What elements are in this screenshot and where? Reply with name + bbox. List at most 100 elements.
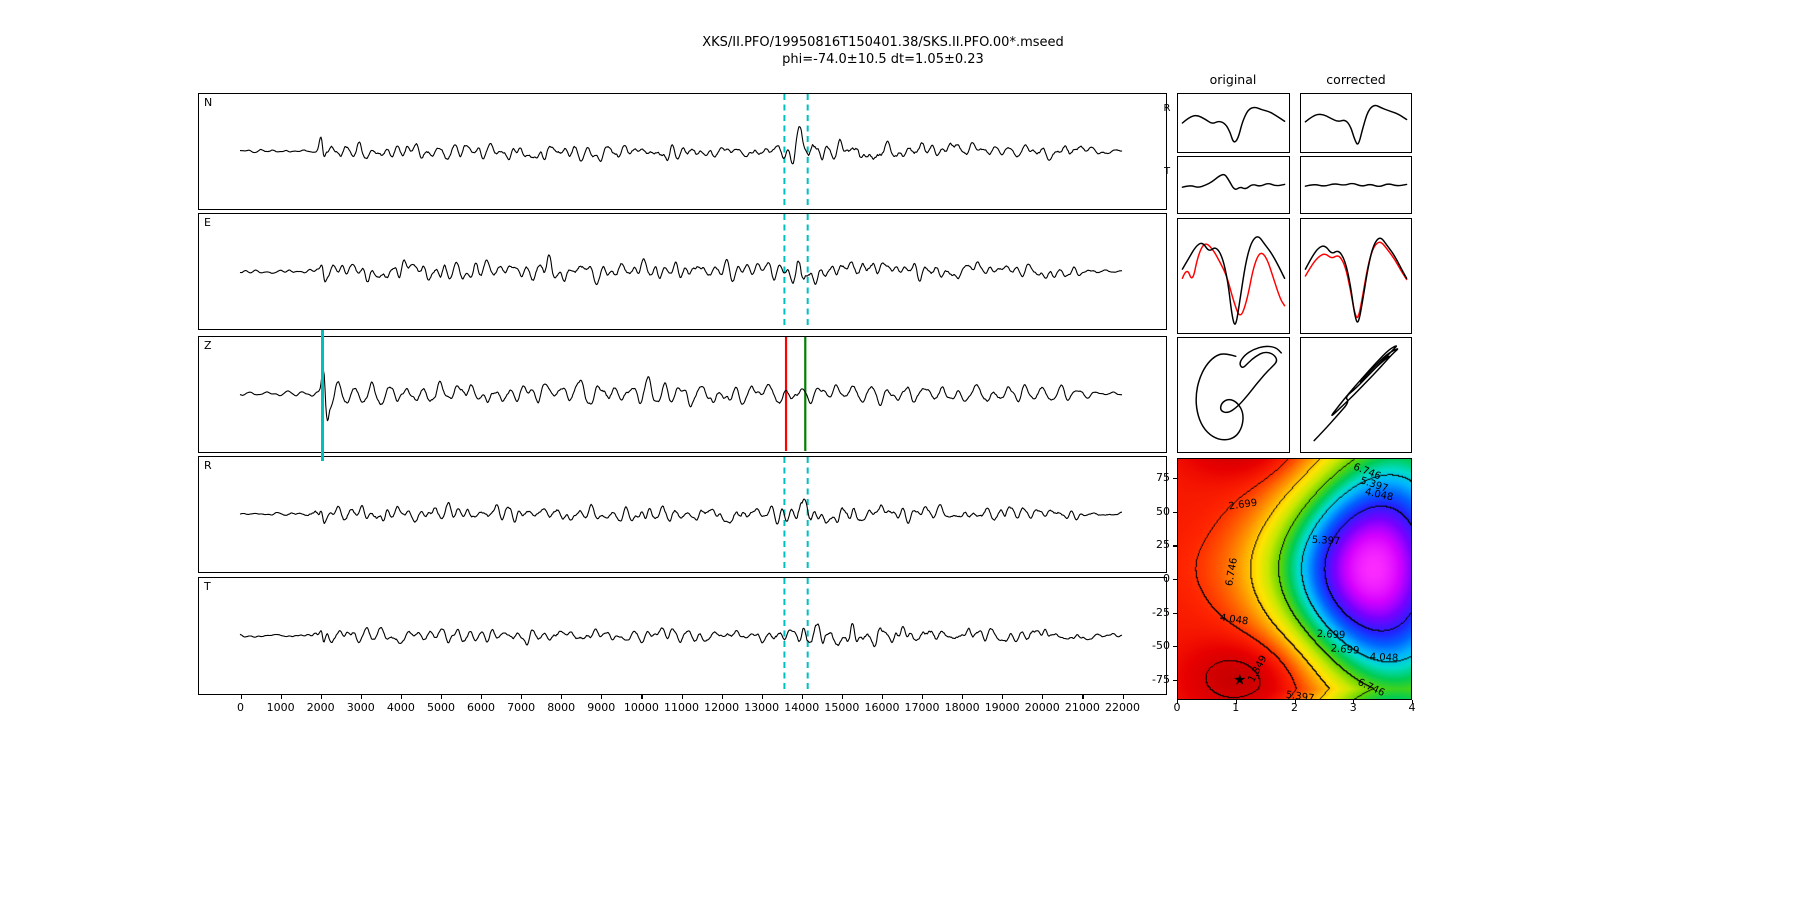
RT-overlay-corrected xyxy=(1300,218,1412,334)
R-waveform-original xyxy=(1177,93,1290,153)
x-tick-label: 15000 xyxy=(824,701,860,714)
trace-Z xyxy=(239,337,1123,451)
x-tick-label: 6000 xyxy=(467,701,495,714)
channel-label-T: T xyxy=(204,580,211,593)
surface-y-tick-label: 50 xyxy=(1156,504,1170,518)
x-tick xyxy=(240,695,242,699)
trace-R xyxy=(239,457,1122,571)
x-tick xyxy=(882,695,884,699)
black-mini-trace xyxy=(1304,104,1408,145)
x-tick-label: 7000 xyxy=(507,701,536,714)
surface-x-tick xyxy=(1353,700,1355,704)
x-tick xyxy=(320,695,322,699)
surface-y-tick-label: 0 xyxy=(1163,572,1170,585)
RT-overlay-svg xyxy=(1304,237,1408,323)
black-mini-trace xyxy=(1181,236,1286,325)
x-tick-label: 2000 xyxy=(306,701,335,714)
channel-label-E: E xyxy=(204,216,211,229)
surface-y-tick xyxy=(1173,646,1177,648)
black-mini-trace xyxy=(1181,173,1286,190)
x-tick xyxy=(922,695,924,699)
surface-y-tick-label: -25 xyxy=(1152,605,1170,619)
T-waveform-corrected xyxy=(1300,156,1412,214)
particle-motion-original xyxy=(1177,337,1290,453)
x-tick-label: 14000 xyxy=(784,701,820,714)
contour-label: 4.048 xyxy=(1369,651,1399,665)
surface-y-tick xyxy=(1173,612,1177,614)
x-tick-label: 0 xyxy=(237,701,244,714)
x-tick-label: 21000 xyxy=(1064,701,1100,714)
title-filename: XKS/II.PFO/19950816T150401.38/SKS.II.PFO… xyxy=(702,35,1064,50)
waveform-panel-E: E xyxy=(198,213,1167,330)
contour-label: 5.397 xyxy=(1311,534,1341,548)
black-mini-trace xyxy=(1304,237,1408,323)
x-tick xyxy=(761,695,763,699)
column-title-corrected: corrected xyxy=(1326,72,1386,87)
black-mini-trace xyxy=(1304,182,1408,188)
title-result: phi=-74.0±10.5 dt=1.05±0.23 xyxy=(782,52,984,67)
x-tick xyxy=(561,695,563,699)
trace-E xyxy=(239,214,1123,328)
x-tick-label: 12000 xyxy=(704,701,740,714)
surface-x-tick-label: 4 xyxy=(1408,701,1416,714)
x-tick xyxy=(962,695,964,699)
black-mini-trace xyxy=(1181,106,1286,143)
T-waveform-svg xyxy=(1304,182,1408,188)
particle-motion-svg xyxy=(1195,345,1282,441)
surface-y-tick-label: 25 xyxy=(1156,538,1170,552)
contour-label: 2.699 xyxy=(1316,628,1346,642)
surface-x-tick xyxy=(1177,700,1179,704)
x-tick-label: 20000 xyxy=(1024,701,1060,714)
x-tick-label: 5000 xyxy=(427,701,455,714)
x-tick xyxy=(1002,695,1004,699)
RT-overlay-original xyxy=(1177,218,1290,334)
R-waveform-corrected xyxy=(1300,93,1412,153)
particle-motion-corrected xyxy=(1300,337,1412,453)
x-tick xyxy=(400,695,403,699)
seismogram-trace xyxy=(239,498,1122,525)
figure-title: XKS/II.PFO/19950816T150401.38/SKS.II.PFO… xyxy=(702,34,1064,68)
surface-y-tick xyxy=(1173,511,1177,513)
best-fit-star-marker: ★ xyxy=(1232,670,1247,688)
channel-label-Z: Z xyxy=(204,339,212,352)
waveform-panel-T: T xyxy=(198,577,1167,695)
surface-x-tick xyxy=(1235,700,1237,704)
T-waveform-original xyxy=(1177,156,1290,214)
x-tick xyxy=(641,695,643,699)
x-tick-label: 16000 xyxy=(864,701,900,714)
seismogram-trace xyxy=(240,126,1123,165)
x-tick xyxy=(521,695,523,699)
x-tick xyxy=(721,695,723,699)
surface-y-tick xyxy=(1173,478,1177,480)
x-tick xyxy=(681,695,683,699)
surface-y-tick-label: 75 xyxy=(1156,471,1170,485)
seismogram-trace xyxy=(239,369,1123,422)
x-tick xyxy=(1122,695,1124,699)
surface-y-tick xyxy=(1173,545,1177,547)
channel-label-N: N xyxy=(204,96,213,109)
x-tick xyxy=(441,695,443,699)
trace-T xyxy=(239,578,1123,693)
RT-overlay-svg xyxy=(1181,236,1286,325)
error-surface-canvas xyxy=(1178,459,1411,699)
surface-x-tick xyxy=(1294,700,1296,704)
x-tick-label: 17000 xyxy=(904,701,940,714)
x-tick-label: 13000 xyxy=(744,701,780,714)
surface-x-tick-label: 1 xyxy=(1232,701,1240,714)
x-tick xyxy=(1082,695,1084,699)
trace-N xyxy=(240,94,1123,208)
surface-y-tick-label: -50 xyxy=(1152,639,1170,653)
x-tick-label: 22000 xyxy=(1105,701,1140,714)
surface-y-tick xyxy=(1173,579,1177,581)
black-mini-trace xyxy=(1195,345,1282,441)
surface-x-tick xyxy=(1412,700,1414,704)
z-cyan-pick-line xyxy=(321,330,325,461)
x-tick-label: 8000 xyxy=(547,701,576,714)
seismogram-trace xyxy=(239,623,1123,648)
x-tick xyxy=(601,695,603,699)
black-mini-trace xyxy=(1313,345,1399,442)
red-mini-trace xyxy=(1181,243,1286,316)
x-tick-label: 11000 xyxy=(664,701,699,714)
x-tick xyxy=(1042,695,1044,699)
